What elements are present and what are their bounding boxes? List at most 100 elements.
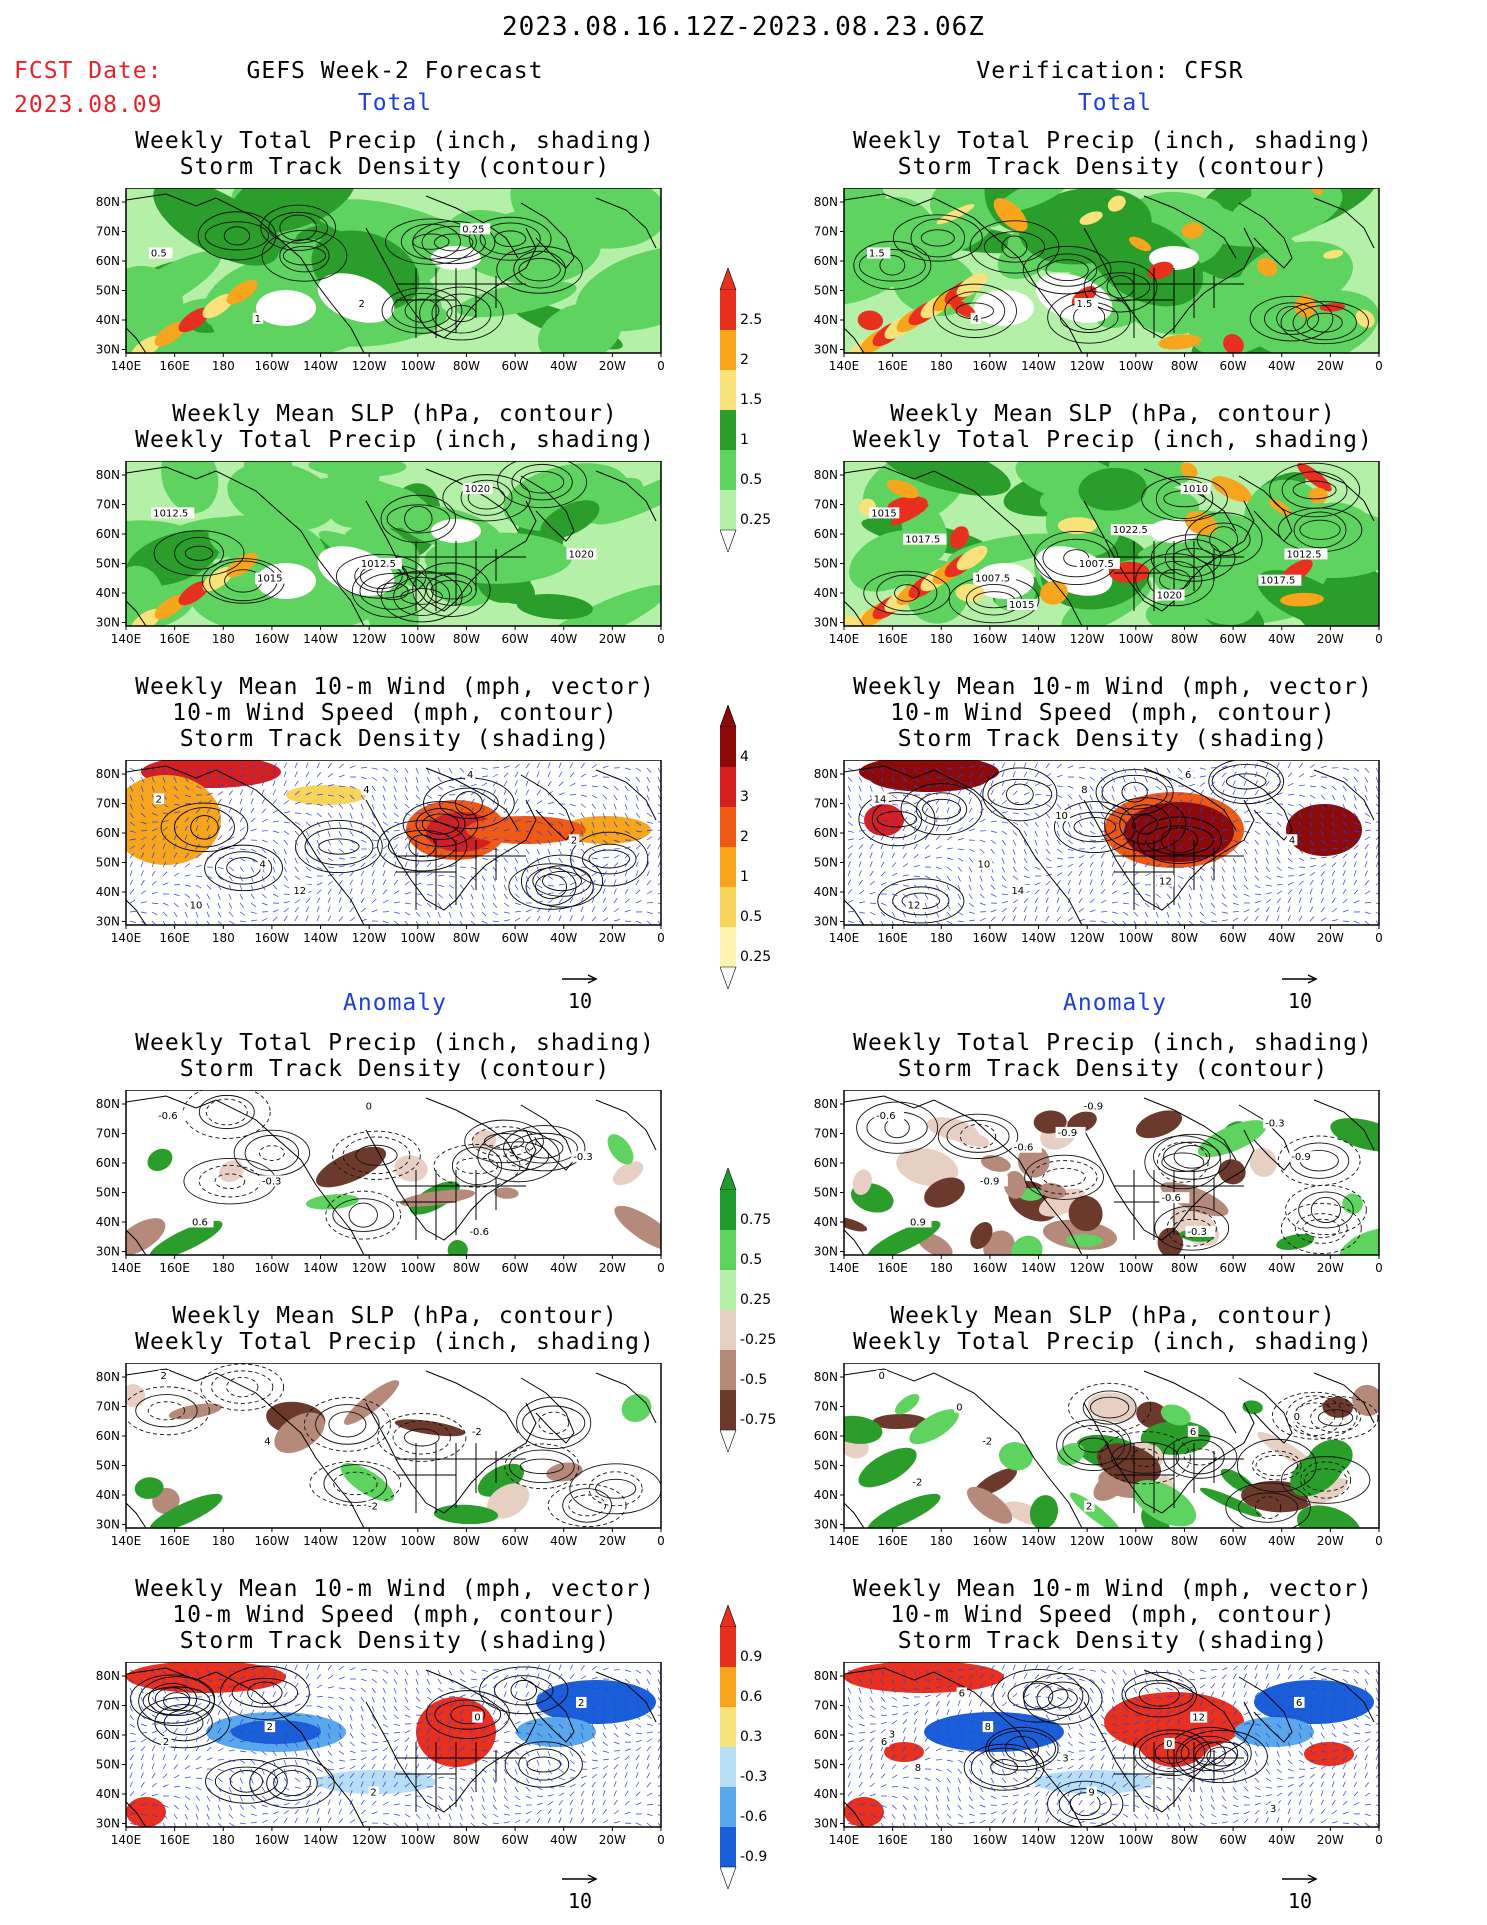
lat-tick-label: 70N xyxy=(96,1127,120,1141)
lat-tick-label: 60N xyxy=(96,1728,120,1742)
fcst-date-label: FCST Date: xyxy=(14,58,163,84)
lon-tick-label: 0 xyxy=(657,1261,665,1275)
lat-tick-label: 80N xyxy=(814,767,838,781)
lon-tick-label: 80W xyxy=(1171,1261,1198,1275)
vector-ref-R3: 10 xyxy=(1280,970,1320,1013)
contour-label: 1015 xyxy=(871,508,896,519)
title-precip-storm-L4: Weekly Total Precip (inch, shading) Storm… xyxy=(135,1030,655,1082)
lat-tick-label: 30N xyxy=(96,343,120,357)
lon-tick-label: 180 xyxy=(212,1833,235,1847)
lon-tick-label: 180 xyxy=(212,1261,235,1275)
lon-tick-label: 140W xyxy=(303,931,338,945)
lon-tick-label: 40W xyxy=(1268,632,1295,646)
lon-tick-label: 140W xyxy=(303,1261,338,1275)
lon-tick-label: 0 xyxy=(1375,1833,1383,1847)
lon-tick-label: 0 xyxy=(657,359,665,373)
lat-tick-label: 60N xyxy=(96,254,120,268)
lat-tick-label: 80N xyxy=(814,1097,838,1111)
lon-tick-label: 0 xyxy=(1375,1261,1383,1275)
lon-tick-label: 60W xyxy=(1220,1833,1247,1847)
title-wind-R3: Weekly Mean 10-m Wind (mph, vector) 10-m … xyxy=(853,674,1373,752)
map-wind-anom-gefs: 2 2 2 0 2 80N 70N 60N 50N 40N 30N 140E 160E 180 160W 14… xyxy=(88,1661,668,1866)
lon-tick-label: 120W xyxy=(1070,359,1105,373)
lon-tick-label: 160E xyxy=(877,359,908,373)
lat-tick-label: 40N xyxy=(814,1787,838,1801)
title-slp-precip-L5: Weekly Mean SLP (hPa, contour) Weekly Tot… xyxy=(135,1303,655,1355)
contour-label: 4 xyxy=(264,1436,270,1447)
lon-tick-label: 140E xyxy=(829,1534,860,1548)
colorbar-swatch xyxy=(720,847,736,887)
contour-label: 1 xyxy=(255,314,261,325)
colorbar-label: 0.5 xyxy=(740,909,762,925)
lat-tick-label: 30N xyxy=(814,616,838,630)
lon-tick-label: 160W xyxy=(255,359,290,373)
lon-tick-label: 20W xyxy=(599,1261,626,1275)
colorbar-swatch xyxy=(720,1747,736,1787)
lat-tick-label: 30N xyxy=(96,1817,120,1831)
lon-tick-label: 140W xyxy=(303,1833,338,1847)
contour-label: 6 xyxy=(881,1737,887,1748)
colorbar-label: 2 xyxy=(740,829,749,845)
contour-label: 10 xyxy=(977,860,990,871)
lon-tick-label: 120W xyxy=(1070,1833,1105,1847)
vector-ref-R6: 10 xyxy=(1280,1870,1320,1913)
contour-label: -2 xyxy=(368,1502,378,1513)
lat-tick-label: 40N xyxy=(96,885,120,899)
colorbar-precip-anomaly: 0.75 0.5 0.25 -0.25 -0.5 -0.75 xyxy=(719,1167,790,1456)
contour-label: 4 xyxy=(259,860,265,871)
contour-label: 12 xyxy=(1159,876,1172,887)
lon-tick-label: 40W xyxy=(550,1534,577,1548)
lat-tick-label: 40N xyxy=(96,586,120,600)
lon-tick-label: 100W xyxy=(1118,1833,1153,1847)
lon-tick-label: 160W xyxy=(973,1833,1008,1847)
colorbar-swatch xyxy=(720,1190,736,1230)
lon-tick-label: 160E xyxy=(877,931,908,945)
fcst-date-value: 2023.08.09 xyxy=(14,92,163,118)
lat-tick-label: 60N xyxy=(96,1156,120,1170)
colorbar-label: -0.75 xyxy=(740,1412,776,1428)
contour-label: 4 xyxy=(973,314,979,325)
lat-tick-label: 30N xyxy=(814,343,838,357)
contour-label: -0.3 xyxy=(1187,1227,1207,1238)
lon-tick-label: 160W xyxy=(255,632,290,646)
lon-tick-label: 140W xyxy=(303,1534,338,1548)
lon-tick-label: 160E xyxy=(159,632,190,646)
lat-tick-label: 40N xyxy=(814,885,838,899)
contour-label: -0.3 xyxy=(1265,1118,1285,1129)
lon-tick-label: 60W xyxy=(1220,931,1247,945)
lon-tick-label: 80W xyxy=(453,1261,480,1275)
lon-tick-label: 120W xyxy=(352,359,387,373)
contour-label: 1022.5 xyxy=(1113,525,1148,536)
lat-tick-label: 40N xyxy=(96,1787,120,1801)
lon-tick-label: 100W xyxy=(400,1833,435,1847)
lat-tick-label: 60N xyxy=(814,254,838,268)
contour-label: -2 xyxy=(912,1477,922,1488)
lon-tick-label: 160E xyxy=(159,931,190,945)
left-anomaly-label: Anomaly xyxy=(343,990,447,1016)
lat-tick-label: 70N xyxy=(814,498,838,512)
contour-label: 1020 xyxy=(465,484,490,495)
title-wind-L6: Weekly Mean 10-m Wind (mph, vector) 10-m … xyxy=(135,1576,655,1654)
lon-tick-label: 160W xyxy=(255,1833,290,1847)
lat-tick-label: 60N xyxy=(814,1728,838,1742)
colorbar-label: 1 xyxy=(740,432,749,448)
lat-tick-label: 70N xyxy=(96,225,120,239)
right-column-title: Verification: CFSR xyxy=(976,58,1244,84)
map-slp-precip-cfsr: 1015 1007.5 1007.5 1010 1012.5 1017.5 1015 1022… xyxy=(806,460,1386,665)
lat-tick-label: 80N xyxy=(814,468,838,482)
lon-tick-label: 40W xyxy=(550,1833,577,1847)
lon-tick-label: 40W xyxy=(550,632,577,646)
contour-label: 2 xyxy=(578,1698,584,1709)
contour-label: -0.6 xyxy=(1161,1193,1181,1204)
lon-tick-label: 180 xyxy=(212,632,235,646)
contour-label: 2 xyxy=(267,1722,273,1733)
colorbar-swatch xyxy=(720,1230,736,1270)
lon-tick-label: 100W xyxy=(1118,1534,1153,1548)
colorbar-swatch xyxy=(720,410,736,450)
colorbar-swatch xyxy=(720,1310,736,1350)
lon-tick-label: 140E xyxy=(111,359,142,373)
lon-tick-label: 140W xyxy=(1021,1534,1056,1548)
colorbar-swatch xyxy=(720,1827,736,1867)
contour-label: 0 xyxy=(1294,1412,1300,1423)
lon-tick-label: 80W xyxy=(453,1534,480,1548)
